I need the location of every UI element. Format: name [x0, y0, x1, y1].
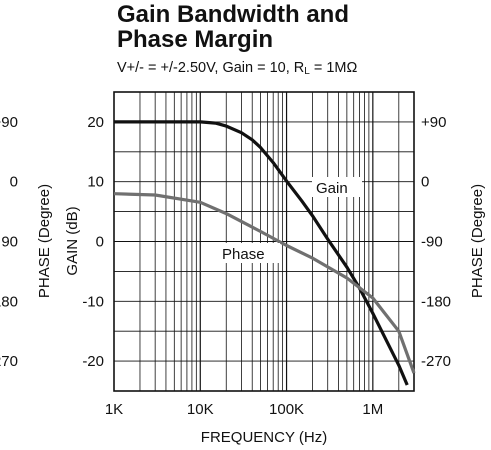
y-left-tick-label: -20 — [82, 353, 104, 370]
y-axis-phase-outer-left-title: PHASE (Degree) — [36, 184, 53, 298]
y-phase-outer-tick-label: 90 — [1, 234, 18, 251]
y-phase-outer-tick-label: 0 — [10, 174, 18, 191]
x-tick-label: 1M — [362, 401, 383, 418]
y-right-tick-label: -180 — [421, 293, 451, 310]
subtitle-suffix: = 1MΩ — [309, 60, 358, 76]
y-phase-outer-tick-label: 180 — [0, 293, 18, 310]
x-tick-label: 10K — [187, 401, 214, 418]
phase-label-background — [218, 243, 280, 263]
y-left-tick-label: 0 — [96, 234, 104, 251]
subtitle-subscript: L — [304, 66, 310, 77]
y-axis-right-title: PHASE (Degree) — [469, 184, 486, 298]
series-layer — [113, 120, 416, 386]
x-tick-label: 100K — [269, 401, 304, 418]
y-axis-left-title: GAIN (dB) — [64, 206, 81, 275]
y-right-tick-label: +90 — [421, 114, 446, 131]
phase-series-line — [113, 192, 416, 374]
y-right-tick-label: -90 — [421, 234, 443, 251]
chart-title-line-1: Gain Bandwidth and — [117, 1, 349, 28]
y-left-tick-label: 20 — [87, 114, 104, 131]
gain-label-background — [312, 177, 362, 197]
gain-series-line — [114, 120, 409, 386]
chart-title: Gain Bandwidth and Phase Margin — [117, 2, 349, 52]
chart-title-line-2: Phase Margin — [117, 26, 274, 53]
x-tick-label: 1K — [105, 401, 123, 418]
tick-labels: 1K 10K 100K 1M 20 10 0 -10 -20 +90 0 -90 -180 -270 +90… — [0, 114, 451, 418]
phase-series-label: Phase — [222, 246, 265, 263]
plot-frame — [113, 91, 415, 392]
y-right-tick-label: -270 — [421, 353, 451, 370]
y-right-tick-label: 0 — [421, 174, 429, 191]
y-phase-outer-tick-label: +90 — [0, 114, 18, 131]
y-left-tick-label: 10 — [87, 174, 104, 191]
y-phase-outer-tick-label: 270 — [0, 353, 18, 370]
x-axis-title: FREQUENCY (Hz) — [201, 429, 327, 446]
subtitle-prefix: V+/- = +/-2.50V, Gain = 10, R — [117, 60, 305, 76]
gain-series-label: Gain — [316, 180, 348, 197]
plot-grid — [114, 92, 414, 391]
y-left-tick-label: -10 — [82, 293, 104, 310]
chart-subtitle: V+/- = +/-2.50V, Gain = 10, RL = 1MΩ — [117, 60, 357, 77]
